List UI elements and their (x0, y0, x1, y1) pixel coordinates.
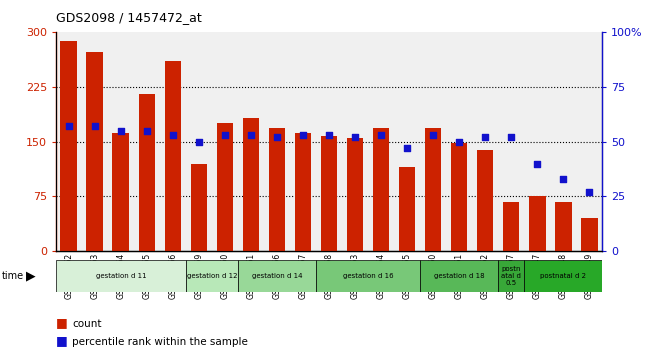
Text: gestation d 16: gestation d 16 (343, 273, 393, 279)
Text: ■: ■ (56, 316, 68, 329)
Bar (138, 94, 155, 251)
Point (558, 176, 569, 182)
Bar (61, 41, 78, 251)
Bar (295, 133, 311, 251)
Bar (347, 138, 363, 251)
Text: percentile rank within the sample: percentile rank within the sample (72, 337, 248, 347)
Point (506, 135, 517, 140)
Point (168, 132, 178, 138)
Text: gestation d 14: gestation d 14 (252, 273, 302, 279)
Bar (56, 260, 186, 292)
Point (350, 135, 361, 140)
Bar (476, 150, 494, 251)
Text: postnatal d 2: postnatal d 2 (540, 273, 586, 279)
Point (220, 132, 230, 138)
Text: time: time (1, 271, 24, 281)
Text: postn
atal d
0.5: postn atal d 0.5 (501, 266, 521, 286)
Bar (320, 137, 338, 251)
Point (272, 135, 282, 140)
Bar (372, 129, 390, 251)
Bar (498, 260, 524, 292)
Bar (524, 260, 602, 292)
Point (141, 128, 152, 133)
Bar (420, 260, 498, 292)
Point (89, 124, 100, 129)
Point (376, 132, 386, 138)
Text: gestation d 18: gestation d 18 (434, 273, 484, 279)
Bar (555, 201, 572, 251)
Bar (424, 129, 442, 251)
Text: ▶: ▶ (26, 270, 36, 282)
Bar (580, 218, 597, 251)
Point (584, 189, 594, 195)
Bar (186, 260, 238, 292)
Bar (113, 133, 130, 251)
Bar (451, 143, 467, 251)
Bar (238, 260, 316, 292)
Text: count: count (72, 319, 102, 329)
Point (532, 161, 542, 166)
Bar (528, 196, 545, 251)
Text: gestation d 12: gestation d 12 (187, 273, 238, 279)
Text: GDS2098 / 1457472_at: GDS2098 / 1457472_at (56, 11, 202, 24)
Point (402, 145, 413, 151)
Point (454, 139, 465, 144)
Point (428, 132, 438, 138)
Text: ■: ■ (56, 334, 68, 347)
Point (193, 139, 204, 144)
Point (297, 132, 308, 138)
Bar (86, 52, 103, 251)
Text: gestation d 11: gestation d 11 (95, 273, 146, 279)
Point (245, 132, 256, 138)
Point (480, 135, 490, 140)
Bar (316, 260, 420, 292)
Bar (216, 123, 234, 251)
Bar (191, 164, 207, 251)
Bar (268, 129, 286, 251)
Point (116, 128, 126, 133)
Bar (164, 61, 182, 251)
Bar (399, 167, 415, 251)
Point (324, 132, 334, 138)
Bar (503, 201, 520, 251)
Bar (243, 118, 259, 251)
Point (64, 124, 74, 129)
